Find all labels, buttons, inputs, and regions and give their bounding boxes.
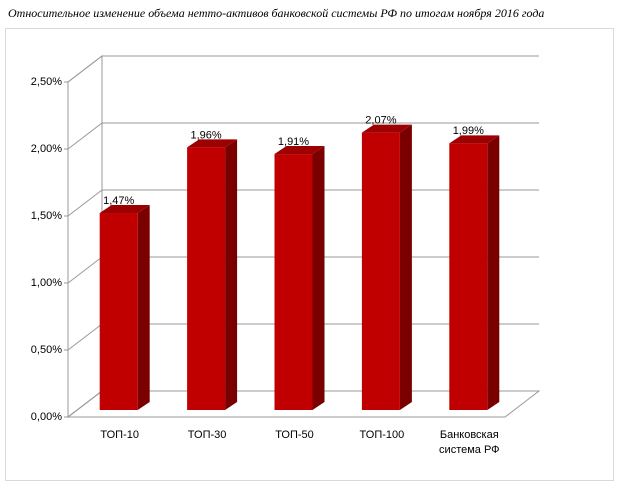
bar-side	[312, 146, 325, 410]
chart-frame	[5, 28, 614, 481]
bar-top	[99, 205, 150, 214]
grid-line	[67, 390, 103, 418]
chart-title: Относительное изменение объема нетто-акт…	[8, 6, 545, 20]
bar-side	[487, 135, 500, 410]
x-tick-label: ТОП-100	[359, 429, 405, 441]
grid-line	[67, 55, 103, 83]
bar-side	[399, 124, 412, 411]
x-tick-label: ТОП-50	[275, 429, 314, 441]
bar-top	[274, 146, 325, 155]
value-label: 1,96%	[190, 129, 221, 141]
y-tick-label: 0,50%	[31, 344, 62, 356]
grid-line	[67, 189, 103, 217]
value-label: 1,99%	[453, 125, 484, 137]
x-tick-label: Банковская система РФ	[439, 429, 500, 456]
bar-top	[361, 124, 412, 133]
bar-top	[187, 139, 238, 148]
grid-line	[67, 256, 103, 284]
y-tick-label: 0,00%	[31, 411, 62, 423]
value-label: 1,47%	[103, 195, 134, 207]
x-tick-label: ТОП-10	[100, 429, 139, 441]
back-wall	[67, 54, 103, 419]
bar-side	[225, 139, 238, 411]
value-label: 2,07%	[365, 115, 396, 127]
y-tick-label: 2,50%	[31, 76, 62, 88]
bar	[449, 143, 488, 410]
y-tick-label: 1,00%	[31, 277, 62, 289]
grid-line	[67, 323, 103, 351]
bar	[274, 154, 313, 410]
bar	[99, 213, 138, 410]
bar-top	[449, 135, 500, 144]
grid-line	[67, 122, 103, 150]
bar	[187, 147, 226, 411]
y-tick-label: 1,50%	[31, 210, 62, 222]
y-tick-label: 2,00%	[31, 143, 62, 155]
value-label: 1,91%	[278, 136, 309, 148]
bar-side	[137, 205, 150, 410]
bar	[361, 132, 400, 410]
x-tick-label: ТОП-30	[187, 429, 227, 441]
